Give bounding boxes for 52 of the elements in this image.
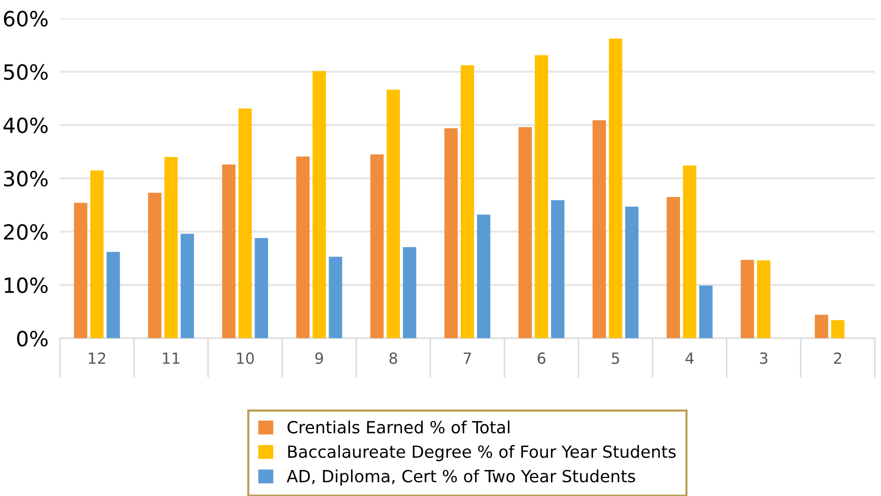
x-tick-label: 3 [760, 352, 768, 364]
bar [370, 154, 384, 338]
bar [90, 170, 104, 338]
bar [592, 120, 606, 338]
x-tick-label: 10 [237, 352, 254, 364]
y-tick-label: 10% [4, 277, 48, 294]
y-tick-label: 40% [4, 117, 48, 134]
bar [551, 200, 564, 338]
legend-label: AD, Diploma, Cert % of Two Year Students [286, 470, 636, 486]
y-tick-label: 0% [17, 330, 48, 346]
bar [666, 196, 680, 338]
bar [534, 55, 548, 338]
bar [699, 285, 713, 338]
bar [238, 108, 252, 338]
bar [74, 202, 88, 338]
legend-label: Baccalaureate Degree % of Four Year Students [288, 445, 676, 462]
bar [328, 256, 342, 338]
x-tick-label: 2 [834, 352, 842, 364]
bar [460, 65, 474, 338]
bar [740, 260, 754, 338]
bar [757, 260, 770, 338]
legend-label: Crentials Earned % of Total [288, 420, 510, 434]
y-tick-label: 50% [4, 64, 48, 80]
bar [222, 164, 236, 338]
bar [148, 192, 162, 338]
y-tick-label: 60% [4, 10, 48, 27]
x-tick-label: 11 [162, 352, 180, 364]
bar [518, 127, 532, 338]
y-tick-label: 20% [4, 224, 48, 240]
bar [682, 166, 696, 338]
x-tick-label: 9 [315, 352, 323, 364]
bar [312, 71, 326, 338]
bar [477, 214, 490, 338]
bar [180, 234, 194, 338]
bar [106, 252, 120, 338]
bar [814, 314, 828, 338]
x-tick-label: 12 [88, 352, 106, 364]
y-tick-label: 30% [4, 170, 48, 187]
x-tick-label: 6 [538, 352, 546, 364]
bar [625, 206, 639, 338]
bar [608, 38, 622, 338]
bar [444, 128, 458, 338]
bar [831, 320, 844, 338]
bar [296, 156, 310, 338]
bar [386, 90, 400, 338]
x-tick-label: 8 [389, 352, 398, 364]
x-tick-label: 5 [612, 352, 620, 364]
bar [402, 247, 416, 338]
x-tick-label: 7 [464, 352, 471, 364]
bar [164, 156, 178, 338]
bar [254, 238, 268, 338]
x-tick-label: 4 [686, 352, 694, 364]
